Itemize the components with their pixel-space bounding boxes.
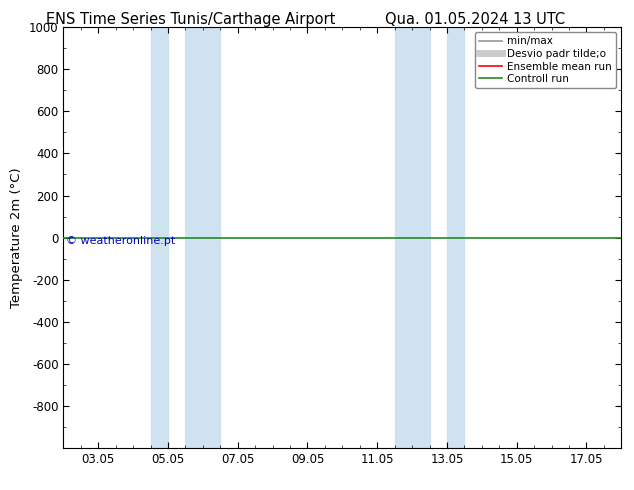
Bar bbox=[185, 27, 221, 448]
Text: Qua. 01.05.2024 13 UTC: Qua. 01.05.2024 13 UTC bbox=[385, 12, 566, 27]
Text: © weatheronline.pt: © weatheronline.pt bbox=[66, 236, 176, 246]
Bar bbox=[447, 27, 464, 448]
Bar bbox=[394, 27, 430, 448]
Legend: min/max, Desvio padr tilde;o, Ensemble mean run, Controll run: min/max, Desvio padr tilde;o, Ensemble m… bbox=[475, 32, 616, 88]
Bar bbox=[150, 27, 168, 448]
Text: ENS Time Series Tunis/Carthage Airport: ENS Time Series Tunis/Carthage Airport bbox=[46, 12, 335, 27]
Y-axis label: Temperature 2m (°C): Temperature 2m (°C) bbox=[10, 168, 23, 308]
